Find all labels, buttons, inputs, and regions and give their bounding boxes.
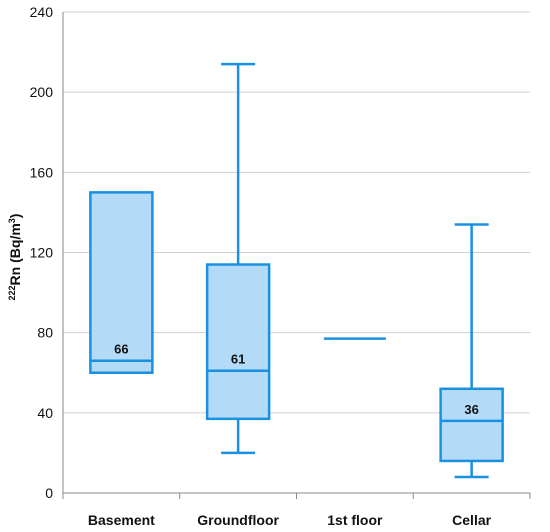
y-tick-0: 0 bbox=[45, 485, 53, 501]
box-cellar: 36 bbox=[439, 223, 504, 479]
y-tick-120: 120 bbox=[30, 245, 54, 261]
median-label: 36 bbox=[464, 402, 478, 417]
y-tick-40: 40 bbox=[37, 405, 53, 421]
y-tick-200: 200 bbox=[30, 84, 54, 100]
y-tick-160: 160 bbox=[30, 164, 54, 180]
x-label-cellar: Cellar bbox=[452, 512, 491, 528]
x-category-labels: Basement Groundfloor 1st floor Cellar bbox=[88, 512, 492, 528]
boxes: 66 61 36 bbox=[89, 62, 504, 479]
median-label: 66 bbox=[114, 342, 128, 357]
y-axis-label-text: Rn (Bq/m bbox=[7, 223, 23, 285]
x-label-1st-floor: 1st floor bbox=[327, 512, 383, 528]
iqr-box bbox=[89, 191, 154, 374]
y-tick-labels: 0 40 80 120 160 200 240 bbox=[30, 4, 54, 501]
y-tick-240: 240 bbox=[30, 4, 54, 20]
iqr-box bbox=[439, 387, 504, 463]
box-basement: 66 bbox=[89, 191, 154, 374]
iqr-box bbox=[205, 263, 271, 421]
box-groundfloor: 61 bbox=[205, 62, 271, 455]
y-axis-label: 222Rn (Bq/m3) bbox=[7, 214, 23, 301]
y-axis-label-close: ) bbox=[7, 214, 23, 219]
median-label: 61 bbox=[231, 352, 245, 367]
x-label-basement: Basement bbox=[88, 512, 155, 528]
x-label-groundfloor: Groundfloor bbox=[197, 512, 279, 528]
y-tick-80: 80 bbox=[37, 325, 53, 341]
y-axis-label-isotope: 222 bbox=[7, 285, 17, 300]
y-axis-label-unit-sup: 3 bbox=[7, 218, 17, 223]
axes bbox=[62, 12, 531, 499]
